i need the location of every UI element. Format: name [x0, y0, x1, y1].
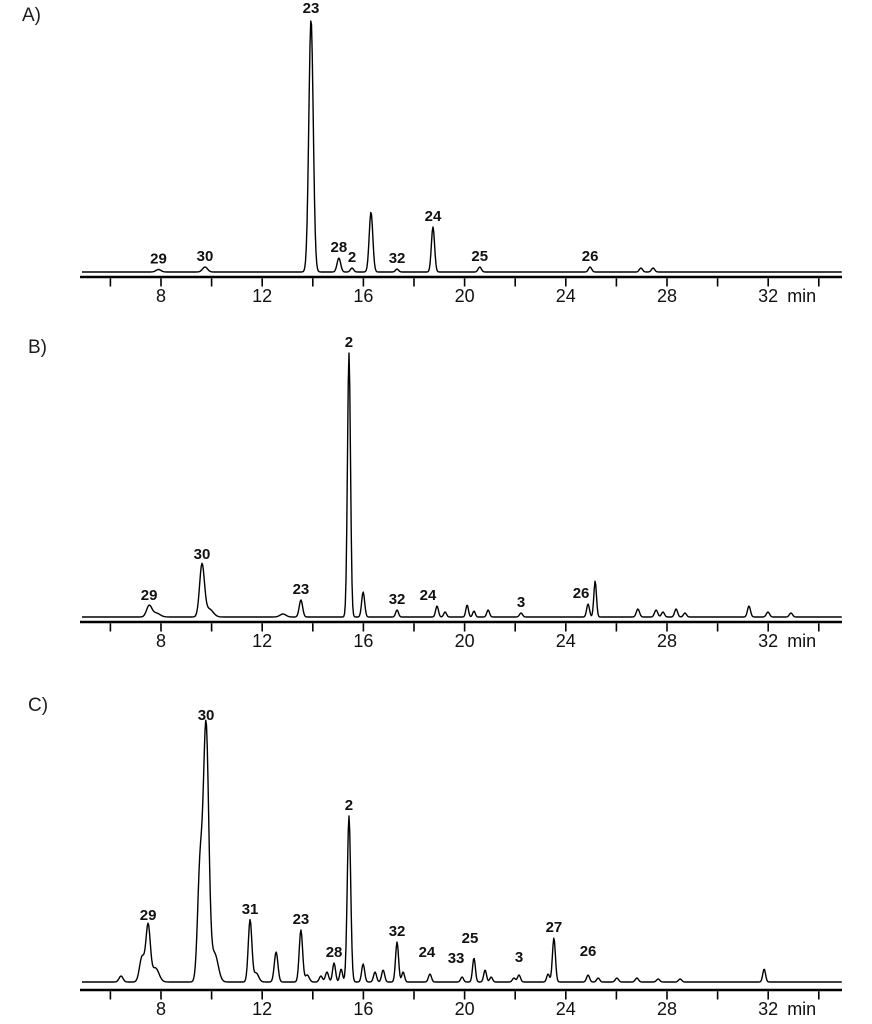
x-axis-unit-b: min	[787, 631, 816, 651]
peak-label-28-a: 28	[331, 239, 348, 256]
peak-label-32-c: 32	[389, 923, 406, 940]
peak-label-24-a: 24	[425, 208, 442, 225]
x-tick-label-c: 16	[353, 999, 373, 1019]
x-tick-label-b: 16	[353, 631, 373, 651]
peak-label-23-c: 23	[293, 911, 310, 928]
x-tick-label-a: 8	[156, 286, 166, 306]
x-tick-label-b: 32	[758, 631, 778, 651]
peak-label-25-c: 25	[462, 930, 479, 947]
peak-label-3-b: 3	[517, 594, 525, 611]
trace-c	[82, 719, 842, 983]
peak-label-32-a: 32	[389, 250, 406, 267]
x-tick-label-b: 12	[252, 631, 272, 651]
x-tick-label-c: 32	[758, 999, 778, 1019]
peak-label-31-c: 31	[242, 901, 259, 918]
trace-b	[82, 352, 842, 618]
peak-label-29-b: 29	[141, 587, 158, 604]
x-tick-label-a: 20	[455, 286, 475, 306]
peak-label-24-b: 24	[420, 587, 437, 604]
peak-label-29-c: 29	[140, 907, 157, 924]
x-tick-label-b: 24	[556, 631, 576, 651]
peak-label-26-b: 26	[573, 585, 590, 602]
peak-label-26-c: 26	[580, 943, 597, 960]
x-axis-unit-a: min	[787, 286, 816, 306]
peak-label-29-a: 29	[150, 251, 167, 268]
peak-label-26-a: 26	[582, 248, 599, 265]
x-tick-label-b: 28	[657, 631, 677, 651]
peak-label-23-a: 23	[303, 0, 320, 17]
peak-label-2-a: 2	[348, 249, 356, 266]
peak-label-30-a: 30	[197, 248, 214, 265]
peak-label-30-b: 30	[194, 546, 211, 563]
panel-b-label: B)	[28, 337, 47, 358]
x-tick-label-a: 28	[657, 286, 677, 306]
peak-label-2-b: 2	[345, 334, 353, 351]
trace-a	[82, 20, 842, 273]
x-tick-label-c: 28	[657, 999, 677, 1019]
panel-c-label: C)	[28, 695, 49, 716]
peak-label-3-c: 3	[515, 949, 523, 966]
x-tick-label-b: 8	[156, 631, 166, 651]
x-tick-label-c: 20	[455, 999, 475, 1019]
x-tick-label-c: 12	[252, 999, 272, 1019]
x-axis-unit-c: min	[787, 999, 816, 1019]
panel-a-label: A)	[22, 5, 41, 26]
peak-label-27-c: 27	[546, 919, 563, 936]
x-tick-label-c: 8	[156, 999, 166, 1019]
peak-label-32-b: 32	[389, 591, 406, 608]
peak-label-33-c: 33	[448, 950, 465, 967]
x-tick-label-b: 20	[455, 631, 475, 651]
x-tick-label-a: 32	[758, 286, 778, 306]
peak-label-2-c: 2	[345, 797, 353, 814]
peak-label-23-b: 23	[293, 581, 310, 598]
x-tick-label-a: 24	[556, 286, 576, 306]
peak-label-28-c: 28	[326, 944, 343, 961]
x-tick-label-c: 24	[556, 999, 576, 1019]
x-tick-label-a: 12	[252, 286, 272, 306]
peak-label-30-c: 30	[198, 707, 215, 724]
x-tick-label-a: 16	[353, 286, 373, 306]
peak-label-24-c: 24	[419, 944, 436, 961]
peak-label-25-a: 25	[471, 248, 488, 265]
